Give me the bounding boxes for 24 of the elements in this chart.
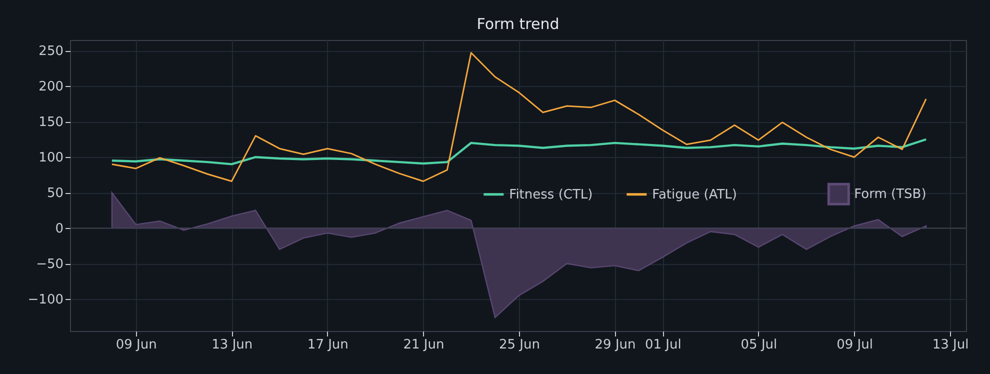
x-tick-label: 05 Jul (740, 338, 778, 352)
y-tick-label: 200 (38, 80, 64, 95)
x-tick-label: 13 Jul (932, 338, 969, 352)
line-series (111, 52, 927, 182)
x-tick-label: 29 Jun (594, 338, 636, 352)
x-tick-label: 21 Jun (403, 338, 444, 352)
y-tick-label: −50 (36, 257, 64, 272)
legend-label: Fatigue (ATL) (652, 187, 737, 202)
legend-label: Form (TSB) (854, 187, 926, 202)
chart-title: Form trend (476, 15, 560, 33)
x-tick-label: 17 Jun (307, 338, 348, 352)
y-tick-label: −100 (28, 292, 64, 308)
y-tick-label: 150 (38, 115, 64, 130)
x-tick-label: 09 Jun (116, 338, 157, 352)
line-series (110, 138, 928, 166)
legend-label: Fitness (CTL) (509, 187, 593, 202)
x-tick-label: 01 Jul (644, 338, 682, 352)
x-tick-label: 25 Jun (499, 338, 540, 352)
x-tick-label: 09 Jul (836, 338, 873, 352)
y-tick-label: 50 (46, 186, 64, 202)
x-tick-label: 13 Jun (212, 338, 253, 352)
y-tick-label: 100 (38, 150, 64, 166)
y-tick-label: 0 (55, 222, 64, 237)
y-tick-label: 250 (38, 44, 64, 60)
